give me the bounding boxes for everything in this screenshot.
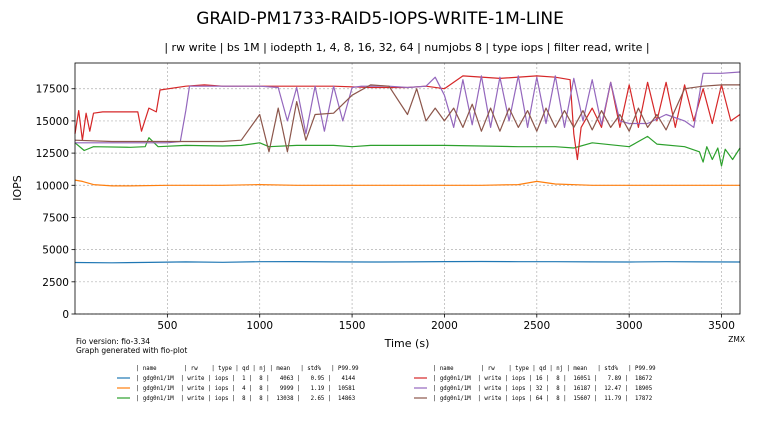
x-tick-label: 2500 [523, 320, 550, 332]
y-tick-label: 7500 [42, 212, 69, 224]
table-row-qd16: | gdg0n1/1M | write | iops | 16 | 8 | 16… [433, 376, 652, 382]
series-line-qd64 [74, 84, 740, 153]
y-tick-label: 0 [62, 309, 69, 321]
series-lines [74, 71, 741, 264]
plot-frame [74, 62, 741, 315]
series-line-qd8 [74, 135, 741, 167]
x-tick-label: 3500 [708, 320, 735, 332]
series-line-qd4 [74, 179, 740, 187]
x-tick-label: 1000 [246, 320, 273, 332]
chart-subtitle: | rw write | bs 1M | iodepth 1, 4, 8, 16… [164, 41, 649, 54]
x-tick-label: 500 [157, 320, 177, 332]
x-tick-label: 2000 [431, 320, 458, 332]
y-tick-label: 15000 [36, 116, 69, 128]
table-row-qd32: | gdg0n1/1M | write | iops | 32 | 8 | 16… [433, 386, 652, 392]
table-row-qd64: | gdg0n1/1M | write | iops | 64 | 8 | 15… [433, 396, 652, 402]
grid [75, 63, 740, 315]
table-row-qd8: | gdg0n1/1M | write | iops | 8 | 8 | 130… [136, 396, 355, 402]
table-row-qd1: | gdg0n1/1M | write | iops | 1 | 8 | 406… [136, 376, 356, 382]
y-tick-label: 12500 [36, 148, 69, 160]
y-tick-label: 17500 [36, 84, 69, 96]
y-axis-label: IOPS [11, 175, 24, 201]
stats-table: | name | rw | type | qd | nj | mean | st… [117, 366, 656, 402]
table-row-qd4: | gdg0n1/1M | write | iops | 4 | 8 | 999… [136, 386, 356, 392]
series-line-qd16 [74, 75, 741, 161]
table-header: | name | rw | type | qd | nj | mean | st… [136, 366, 359, 372]
series-line-qd32 [75, 71, 741, 144]
x-axis-label: Time (s) [384, 337, 430, 350]
y-tick-label: 10000 [36, 180, 69, 192]
table-header: | name | rw | type | qd | nj | mean | st… [433, 366, 656, 372]
y-tick-label: 2500 [42, 277, 69, 289]
chart-title: GRAID-PM1733-RAID5-IOPS-WRITE-1M-LINE [196, 9, 564, 29]
footer-generated-with: Graph generated with fio-plot [76, 346, 187, 355]
x-tick-label: 1500 [339, 320, 366, 332]
footer-zmx: ZMX [728, 335, 745, 344]
footer-fio-version: Fio version: fio-3.34 [76, 337, 150, 346]
series-line-qd1 [74, 260, 741, 264]
x-tick-label: 3000 [616, 320, 643, 332]
axes: 500 1000 1500 2000 2500 3000 3500 0 2500 5000 7500… [36, 62, 741, 332]
y-tick-label: 5000 [42, 245, 69, 257]
